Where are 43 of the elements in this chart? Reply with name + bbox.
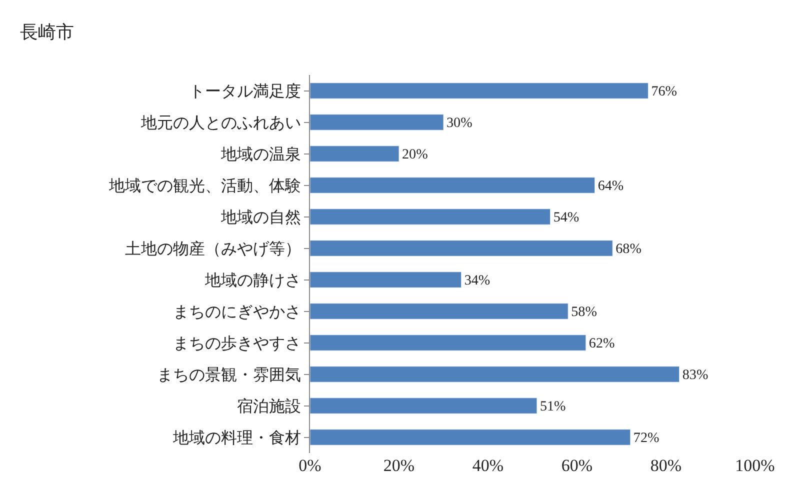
data-label: 64%: [598, 178, 624, 194]
data-label: 76%: [651, 83, 678, 100]
bar: [310, 334, 586, 351]
x-tick-label: 60%: [561, 456, 593, 475]
y-tick-label: 地域の自然: [220, 207, 301, 226]
text: 長崎市: [20, 22, 74, 43]
data-label: 72%: [633, 430, 660, 446]
bar: [310, 398, 538, 414]
x-tick-label: 100%: [735, 456, 775, 475]
bar: [310, 208, 551, 225]
y-tick-label: 地域での観光、活動、体験: [108, 176, 301, 195]
data-label: 30%: [446, 114, 473, 131]
x-tick-label: 0%: [298, 456, 322, 475]
data-label: 62%: [588, 335, 615, 352]
y-tick-label: まちの景観・雰囲気: [156, 364, 301, 384]
data-label: 51%: [540, 398, 566, 414]
bar: [310, 240, 613, 256]
y-tick-label: 地元の人とのふれあい: [140, 112, 301, 132]
y-tick-label: トータル満足度: [188, 81, 301, 100]
y-tick-label: 地域の静けさ: [204, 270, 301, 290]
bar: [310, 366, 680, 382]
y-tick-label: 地域の料理・食材: [172, 428, 301, 447]
y-tick-label: まちの歩きやすさ: [172, 333, 301, 352]
data-label: 83%: [682, 366, 708, 383]
bar: [310, 146, 400, 162]
data-label: 20%: [402, 146, 428, 162]
x-tick-label: 80%: [650, 456, 682, 475]
y-tick-label: まちのにぎやかさ: [172, 302, 301, 321]
y-tick-label: 宿泊施設: [236, 396, 301, 416]
bar: [310, 114, 444, 130]
y-tick-label: 地域の温泉: [220, 144, 301, 164]
x-tick-label: 20%: [383, 456, 415, 475]
bar: [310, 303, 568, 320]
data-label: 68%: [616, 240, 642, 257]
bar: [310, 177, 596, 194]
data-label: 54%: [553, 209, 580, 226]
y-tick-label: 土地の物産（みやげ等）: [124, 238, 301, 258]
bar: [310, 272, 462, 288]
x-tick-label: 40%: [472, 456, 504, 475]
bar: [310, 82, 648, 99]
bar: [310, 429, 631, 446]
data-label: 58%: [571, 304, 598, 320]
data-label: 34%: [464, 272, 490, 288]
